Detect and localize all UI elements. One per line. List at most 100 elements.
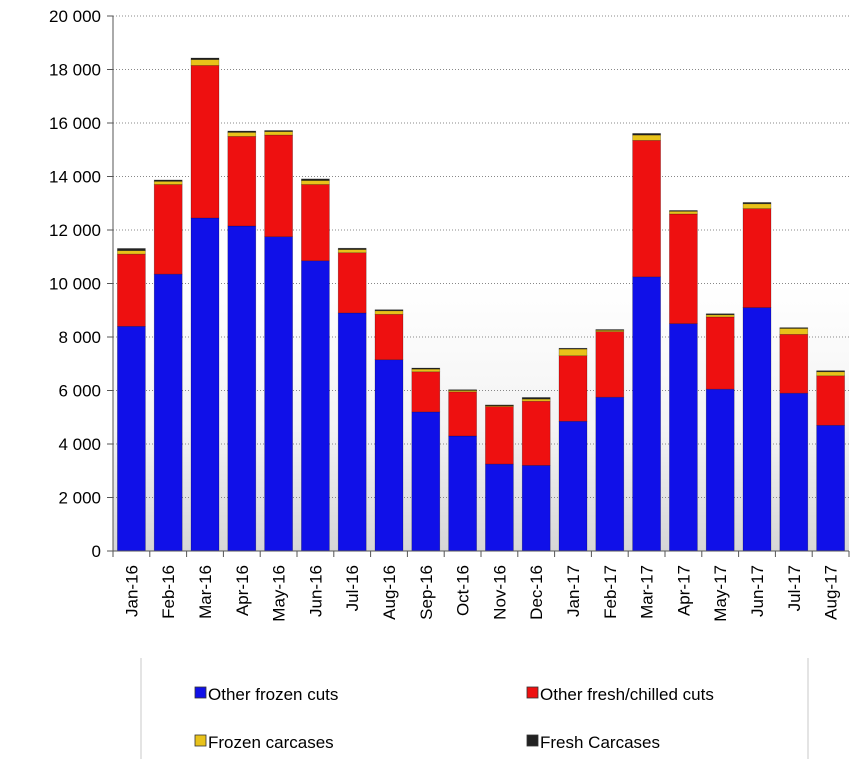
bar-segment-other-frozen-cuts [301, 260, 330, 552]
legend-label-other-fresh-chilled-cuts: Other fresh/chilled cuts [540, 685, 714, 704]
bar-segment-fresh-carcases [632, 133, 661, 136]
bar-segment-other-frozen-cuts [227, 225, 257, 552]
bar-segment-fresh-carcases [117, 248, 146, 251]
x-tick-label: Jun-16 [306, 565, 325, 617]
bar-segment-other-frozen-cuts [595, 396, 625, 552]
bar-segment-other-frozen-cuts [411, 411, 441, 552]
bar-segment-other-fresh-chilled-cuts [227, 136, 257, 227]
legend-label-other-frozen-cuts: Other frozen cuts [208, 685, 338, 704]
bar-segment-frozen-carcases [374, 310, 404, 315]
bar-segment-other-fresh-chilled-cuts [448, 391, 477, 437]
x-tick-label: Dec-16 [527, 565, 546, 620]
bar-segment-other-frozen-cuts [521, 465, 551, 552]
x-tick-label: May-16 [270, 565, 289, 622]
bar-segment-other-fresh-chilled-cuts [669, 213, 698, 324]
y-tick-label: 12 000 [49, 221, 101, 240]
bar-segment-fresh-carcases [669, 210, 698, 212]
bar-segment-other-frozen-cuts [816, 424, 845, 552]
bar-segment-fresh-carcases [816, 370, 845, 373]
x-tick-label: Aug-16 [380, 565, 399, 620]
bar-segment-other-fresh-chilled-cuts [595, 331, 625, 398]
bar-segment-other-fresh-chilled-cuts [264, 134, 293, 237]
x-tick-label: Jun-17 [748, 565, 767, 617]
bar-segment-frozen-carcases [264, 131, 293, 136]
legend-swatch-frozen-carcases [194, 734, 207, 747]
bar-segment-other-fresh-chilled-cuts [705, 316, 735, 390]
bar-segment-fresh-carcases [411, 367, 441, 370]
bar-segment-fresh-carcases [558, 347, 588, 350]
bar-segment-other-frozen-cuts [558, 420, 588, 552]
bar-segment-fresh-carcases [705, 313, 735, 316]
bar-segment-other-frozen-cuts [337, 312, 367, 552]
bar-segment-other-frozen-cuts [190, 217, 220, 552]
legend: Other frozen cuts Other fresh/chilled cut… [140, 658, 809, 759]
bar-segment-frozen-carcases [301, 180, 330, 185]
x-tick-label: Aug-17 [822, 565, 841, 620]
legend-swatch-fresh-carcases [526, 734, 539, 747]
bar-segment-fresh-carcases [595, 329, 625, 331]
bar-segment-frozen-carcases [632, 134, 661, 141]
bar-segment-other-fresh-chilled-cuts [301, 184, 330, 262]
bar-segment-other-fresh-chilled-cuts [742, 208, 772, 308]
bar-segment-other-frozen-cuts [742, 307, 772, 552]
bar-segment-fresh-carcases [153, 179, 183, 182]
bar-segment-fresh-carcases [448, 389, 477, 391]
bar-segment-fresh-carcases [485, 404, 514, 407]
legend-swatch-other-frozen-cuts [194, 686, 207, 699]
x-tick-label: Oct-16 [454, 565, 473, 616]
x-tick-label: Feb-17 [601, 565, 620, 619]
x-tick-label: Sep-16 [417, 565, 436, 620]
bar-segment-fresh-carcases [264, 130, 293, 132]
bar-segment-fresh-carcases [742, 202, 772, 205]
bar-segment-other-frozen-cuts [705, 388, 735, 552]
bar-segment-fresh-carcases [779, 327, 809, 329]
bar-segment-frozen-carcases [411, 368, 441, 373]
y-axis: 0 2 000 4 000 6 000 8 000 10 000 12 000 14 000 1… [49, 7, 114, 561]
bar-segment-frozen-carcases [227, 132, 257, 137]
y-tick-label: 6 000 [58, 382, 101, 401]
x-tick-label: Nov-16 [490, 565, 509, 620]
x-tick-label: Apr-16 [233, 565, 252, 616]
bar-segment-other-frozen-cuts [264, 236, 293, 552]
bar-segment-fresh-carcases [374, 309, 404, 312]
bar-segment-frozen-carcases [742, 203, 772, 209]
y-tick-label: 2 000 [58, 489, 101, 508]
y-tick-label: 10 000 [49, 275, 101, 294]
bar-segment-frozen-carcases [779, 328, 809, 335]
legend-label-frozen-carcases: Frozen carcases [208, 733, 334, 752]
bar-segment-other-fresh-chilled-cuts [779, 334, 809, 394]
bar-segment-other-frozen-cuts [448, 435, 477, 552]
x-tick-label: May-17 [711, 565, 730, 622]
bar-segment-other-frozen-cuts [632, 276, 661, 552]
x-tick-label: Jan-17 [564, 565, 583, 617]
x-tick-label: Jul-17 [785, 565, 804, 611]
x-axis: Jan-16 Feb-16 Mar-16 Apr-16 May-16 Jun-16 Jul-… [112, 550, 850, 622]
bar-segment-other-fresh-chilled-cuts [190, 65, 220, 219]
bars [117, 57, 845, 552]
bar-segment-fresh-carcases [301, 178, 330, 181]
bar-segment-fresh-carcases [337, 247, 367, 250]
bar-segment-fresh-carcases [521, 397, 551, 400]
bar-segment-other-frozen-cuts [153, 273, 183, 552]
bar-segment-frozen-carcases [153, 181, 183, 185]
bar-segment-other-fresh-chilled-cuts [337, 252, 367, 314]
bar-segment-frozen-carcases [337, 249, 367, 254]
plot-background [113, 284, 849, 551]
bar-segment-frozen-carcases [558, 348, 588, 357]
bar-segment-other-fresh-chilled-cuts [632, 140, 661, 278]
bar-segment-frozen-carcases [705, 314, 735, 318]
bar-segment-other-fresh-chilled-cuts [485, 406, 514, 465]
bar-segment-other-frozen-cuts [485, 463, 514, 552]
y-tick-label: 20 000 [49, 7, 101, 26]
bar-segment-other-frozen-cuts [779, 392, 809, 552]
x-tick-label: Apr-17 [674, 565, 693, 616]
x-tick-label: Mar-17 [638, 565, 657, 619]
y-tick-label: 14 000 [49, 168, 101, 187]
bar-segment-frozen-carcases [117, 250, 146, 255]
x-tick-label: Jan-16 [122, 565, 141, 617]
bar-segment-fresh-carcases [227, 130, 257, 133]
bar-segment-other-fresh-chilled-cuts [153, 184, 183, 275]
bar-segment-other-fresh-chilled-cuts [117, 253, 146, 327]
bar-segment-other-fresh-chilled-cuts [816, 375, 845, 426]
bar-segment-frozen-carcases [190, 59, 220, 66]
